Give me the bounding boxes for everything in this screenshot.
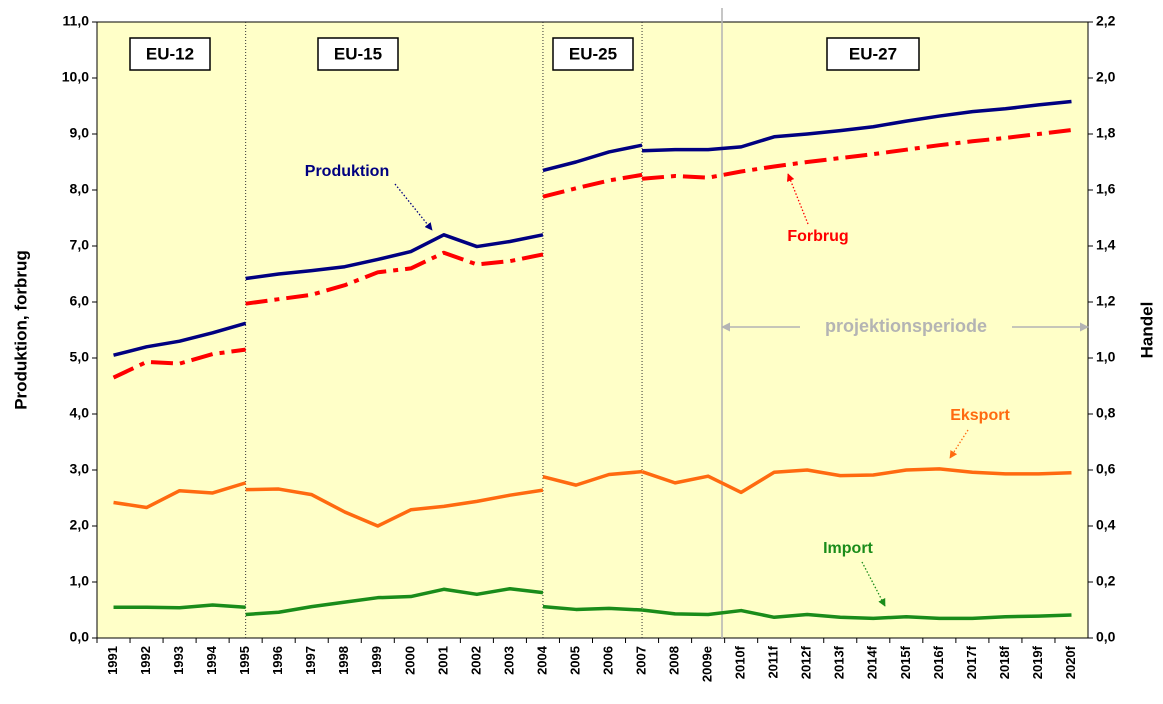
era-box: EU-27 (826, 37, 920, 71)
x-tick-label: 2020f (1063, 645, 1078, 679)
y2-tick-label: 0,8 (1096, 405, 1116, 421)
y2-tick-label: 0,4 (1096, 517, 1116, 533)
y2-tick-label: 2,0 (1096, 69, 1116, 85)
x-tick-label: 2001 (435, 646, 450, 675)
x-tick-label: 2000 (402, 646, 417, 675)
series-line (113, 603, 246, 610)
x-tick-label: 2007 (633, 646, 648, 675)
x-tick-label: 2019f (1030, 645, 1045, 679)
era-box: EU-25 (552, 37, 634, 71)
annotation-bg (813, 538, 883, 560)
x-tick-label: 1993 (171, 646, 186, 675)
x-tick-label: 2008 (667, 646, 682, 675)
annotation: Produktion (305, 163, 389, 180)
annotation-arrow (394, 183, 433, 231)
series-line (112, 347, 246, 380)
annotation-bg (940, 405, 1020, 427)
y-tick-label: 11,0 (63, 13, 90, 29)
series-line (245, 487, 544, 528)
x-tick-label: 1998 (336, 646, 351, 675)
era-label: EU-15 (334, 44, 382, 63)
x-tick-label: 1994 (204, 645, 219, 675)
x-tick-label: 1995 (237, 646, 252, 675)
y-tick-label: 1,0 (70, 573, 90, 589)
series-line (641, 608, 1072, 621)
x-tick-label: 1999 (369, 646, 384, 675)
x-tick-label: 1997 (303, 646, 318, 675)
x-tick-label: 2013f (832, 645, 847, 679)
series-line (542, 469, 643, 487)
y-tick-label: 4,0 (70, 405, 90, 421)
x-tick-label: 2002 (468, 646, 483, 675)
projection-label-bg (800, 316, 1012, 338)
era-box-frame (826, 37, 920, 71)
era-label: EU-25 (569, 44, 617, 63)
x-tick-label: 2014f (865, 645, 880, 679)
y-tick-label: 9,0 (70, 125, 90, 141)
series-line (245, 250, 544, 306)
series-line (542, 604, 643, 612)
series-line (113, 481, 247, 510)
y2-tick-label: 0,2 (1096, 573, 1116, 589)
y2-tick-label: 1,6 (1096, 181, 1116, 197)
x-tick-label: 1996 (270, 646, 285, 675)
era-box-frame (129, 37, 211, 71)
x-tick-label: 2016f (931, 645, 946, 679)
annotation: Eksport (950, 407, 1010, 424)
x-tick-label: 2004 (534, 645, 549, 675)
x-tick-label: 2010f (733, 645, 748, 679)
x-tick-label: 2005 (567, 646, 582, 675)
projection-label: projektionsperiode (825, 316, 987, 336)
annotation-bg (778, 226, 858, 248)
y-axis-title: Produktion, forbrug (11, 250, 30, 410)
y2-tick-label: 1,2 (1096, 293, 1116, 309)
y-tick-label: 2,0 (70, 517, 90, 533)
x-tick-label: 2017f (964, 645, 979, 679)
x-tick-label: 2003 (501, 646, 516, 675)
series-line (641, 99, 1072, 153)
y2-tick-label: 1,8 (1096, 125, 1116, 141)
series-line (641, 467, 1072, 495)
era-label: EU-27 (849, 44, 897, 63)
y2-tick-label: 1,4 (1096, 237, 1116, 253)
annotation-arrow (861, 561, 886, 607)
y2-tick-label: 0,0 (1096, 629, 1116, 645)
series-line (245, 233, 544, 281)
annotation-bg (292, 161, 402, 183)
era-box: EU-12 (129, 37, 211, 71)
series-line (113, 321, 247, 357)
y-tick-label: 8,0 (70, 181, 90, 197)
y2-axis-title: Handel (1137, 302, 1156, 359)
series-line (542, 143, 643, 173)
era-box-frame (317, 37, 399, 71)
series-line (245, 586, 544, 617)
x-tick-label: 1992 (138, 646, 153, 675)
annotation: Import (823, 540, 873, 557)
y2-tick-label: 0,6 (1096, 461, 1116, 477)
annotation: Forbrug (787, 228, 848, 245)
y2-tick-label: 2,2 (1096, 13, 1116, 29)
x-tick-label: 2018f (997, 645, 1012, 679)
x-tick-label: 1991 (105, 646, 120, 675)
era-label: EU-12 (146, 44, 194, 63)
era-box-frame (552, 37, 634, 71)
x-tick-label: 2009e (700, 646, 715, 682)
y-tick-label: 5,0 (70, 349, 90, 365)
y2-tick-label: 1,0 (1096, 349, 1116, 365)
y-tick-label: 10,0 (62, 69, 89, 85)
y-tick-label: 3,0 (70, 461, 90, 477)
y-tick-label: 0,0 (70, 629, 90, 645)
x-tick-label: 2015f (898, 645, 913, 679)
series-line (641, 128, 1072, 181)
x-tick-label: 2011f (766, 645, 781, 678)
y-tick-label: 6,0 (70, 293, 90, 309)
era-box: EU-15 (317, 37, 399, 71)
series-line (542, 172, 643, 199)
x-tick-label: 2012f (799, 645, 814, 679)
x-tick-label: 2006 (600, 646, 615, 675)
y-tick-label: 7,0 (70, 237, 90, 253)
